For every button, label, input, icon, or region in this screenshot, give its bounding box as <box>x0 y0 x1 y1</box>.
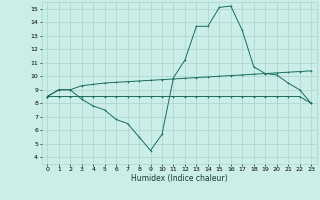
X-axis label: Humidex (Indice chaleur): Humidex (Indice chaleur) <box>131 174 228 183</box>
